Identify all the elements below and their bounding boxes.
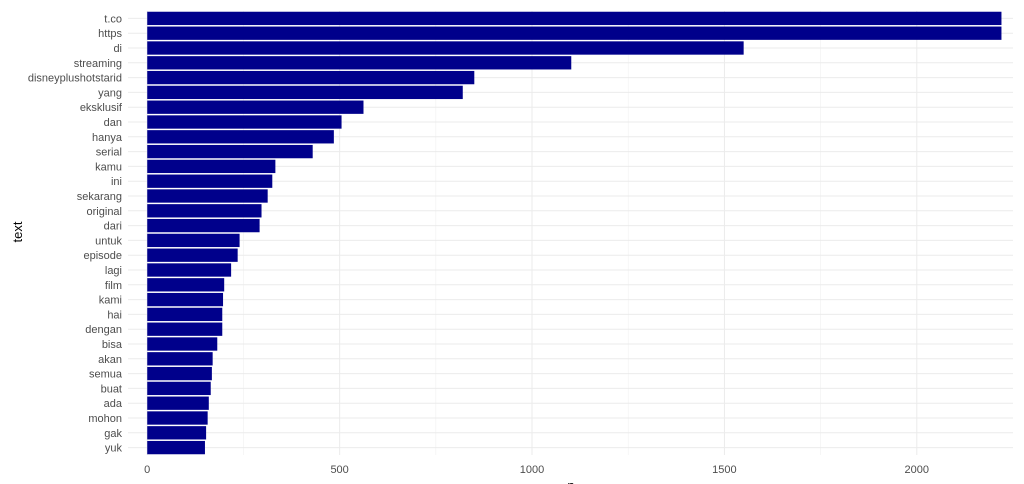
y-tick-labels: t.co https di streaming disneyplushotstarid y… <box>28 13 123 454</box>
y-tick-label: buat <box>101 383 122 395</box>
bar-kamu <box>147 159 276 174</box>
x-tick-label: 1000 <box>520 464 544 476</box>
y-tick-label: hai <box>107 309 122 321</box>
y-tick-label: eksklusif <box>80 102 123 114</box>
y-tick-label: original <box>87 206 122 218</box>
x-axis-title: n <box>567 478 574 484</box>
y-tick-label: disneyplushotstarid <box>28 73 122 85</box>
bar-untuk <box>147 233 240 248</box>
bar-eksklusif <box>147 100 364 114</box>
bar-hai <box>147 307 223 322</box>
bar-bisa <box>147 337 218 351</box>
bar-streaming <box>147 56 572 70</box>
bar-episode <box>147 248 238 262</box>
y-tick-label: di <box>113 43 122 55</box>
x-tick-label: 0 <box>144 464 150 476</box>
y-tick-label: bisa <box>102 339 123 351</box>
x-tick-label: 1500 <box>712 464 736 476</box>
y-tick-label: ada <box>104 398 123 410</box>
y-tick-label: streaming <box>74 58 122 70</box>
bar-sekarang <box>147 189 268 203</box>
bar-ada <box>147 396 209 410</box>
y-tick-label: dari <box>104 221 122 233</box>
y-tick-label: ini <box>111 176 122 188</box>
y-tick-label: t.co <box>104 13 122 25</box>
y-axis-title: text <box>10 221 25 242</box>
bar-dengan <box>147 322 223 336</box>
bar-film <box>147 278 225 292</box>
y-tick-label: untuk <box>95 235 122 247</box>
y-tick-label: https <box>98 28 122 40</box>
y-tick-label: film <box>105 280 122 292</box>
y-tick-label: lagi <box>105 265 122 277</box>
y-tick-label: dengan <box>85 324 122 336</box>
y-tick-label: akan <box>98 354 122 366</box>
y-tick-label: mohon <box>88 413 122 425</box>
bar-dari <box>147 218 260 233</box>
y-tick-label: dan <box>104 117 122 129</box>
bar-yuk <box>147 440 205 455</box>
bar-lagi <box>147 263 232 277</box>
bar-ini <box>147 174 273 188</box>
bar-semua <box>147 366 212 381</box>
y-tick-label: yang <box>98 87 122 99</box>
bar-yang <box>147 85 463 100</box>
y-tick-label: sekarang <box>77 191 122 203</box>
x-tick-label: 500 <box>330 464 348 476</box>
bar-gak <box>147 426 207 440</box>
y-tick-label: gak <box>104 428 122 440</box>
bar-kami <box>147 292 224 307</box>
bar-https <box>147 26 1002 40</box>
bar-hanya <box>147 130 334 144</box>
y-tick-label: semua <box>89 369 123 381</box>
bar-t.co <box>147 11 1002 26</box>
bar-dan <box>147 115 342 129</box>
y-tick-label: serial <box>96 147 122 159</box>
y-tick-label: kami <box>99 295 122 307</box>
bar-di <box>147 41 744 55</box>
y-tick-label: episode <box>83 250 122 262</box>
bar-original <box>147 204 262 218</box>
x-tick-labels: 0 500 1000 1500 2000 <box>144 464 929 476</box>
bar-mohon <box>147 411 208 425</box>
bar-disneyplushotstarid <box>147 70 475 85</box>
bar-buat <box>147 381 211 396</box>
bar-akan <box>147 352 213 366</box>
y-tick-label: yuk <box>105 443 123 455</box>
bar-serial <box>147 144 313 159</box>
bars <box>147 11 1002 455</box>
y-tick-label: kamu <box>95 161 122 173</box>
y-tick-label: hanya <box>92 132 123 144</box>
x-tick-label: 2000 <box>905 464 929 476</box>
